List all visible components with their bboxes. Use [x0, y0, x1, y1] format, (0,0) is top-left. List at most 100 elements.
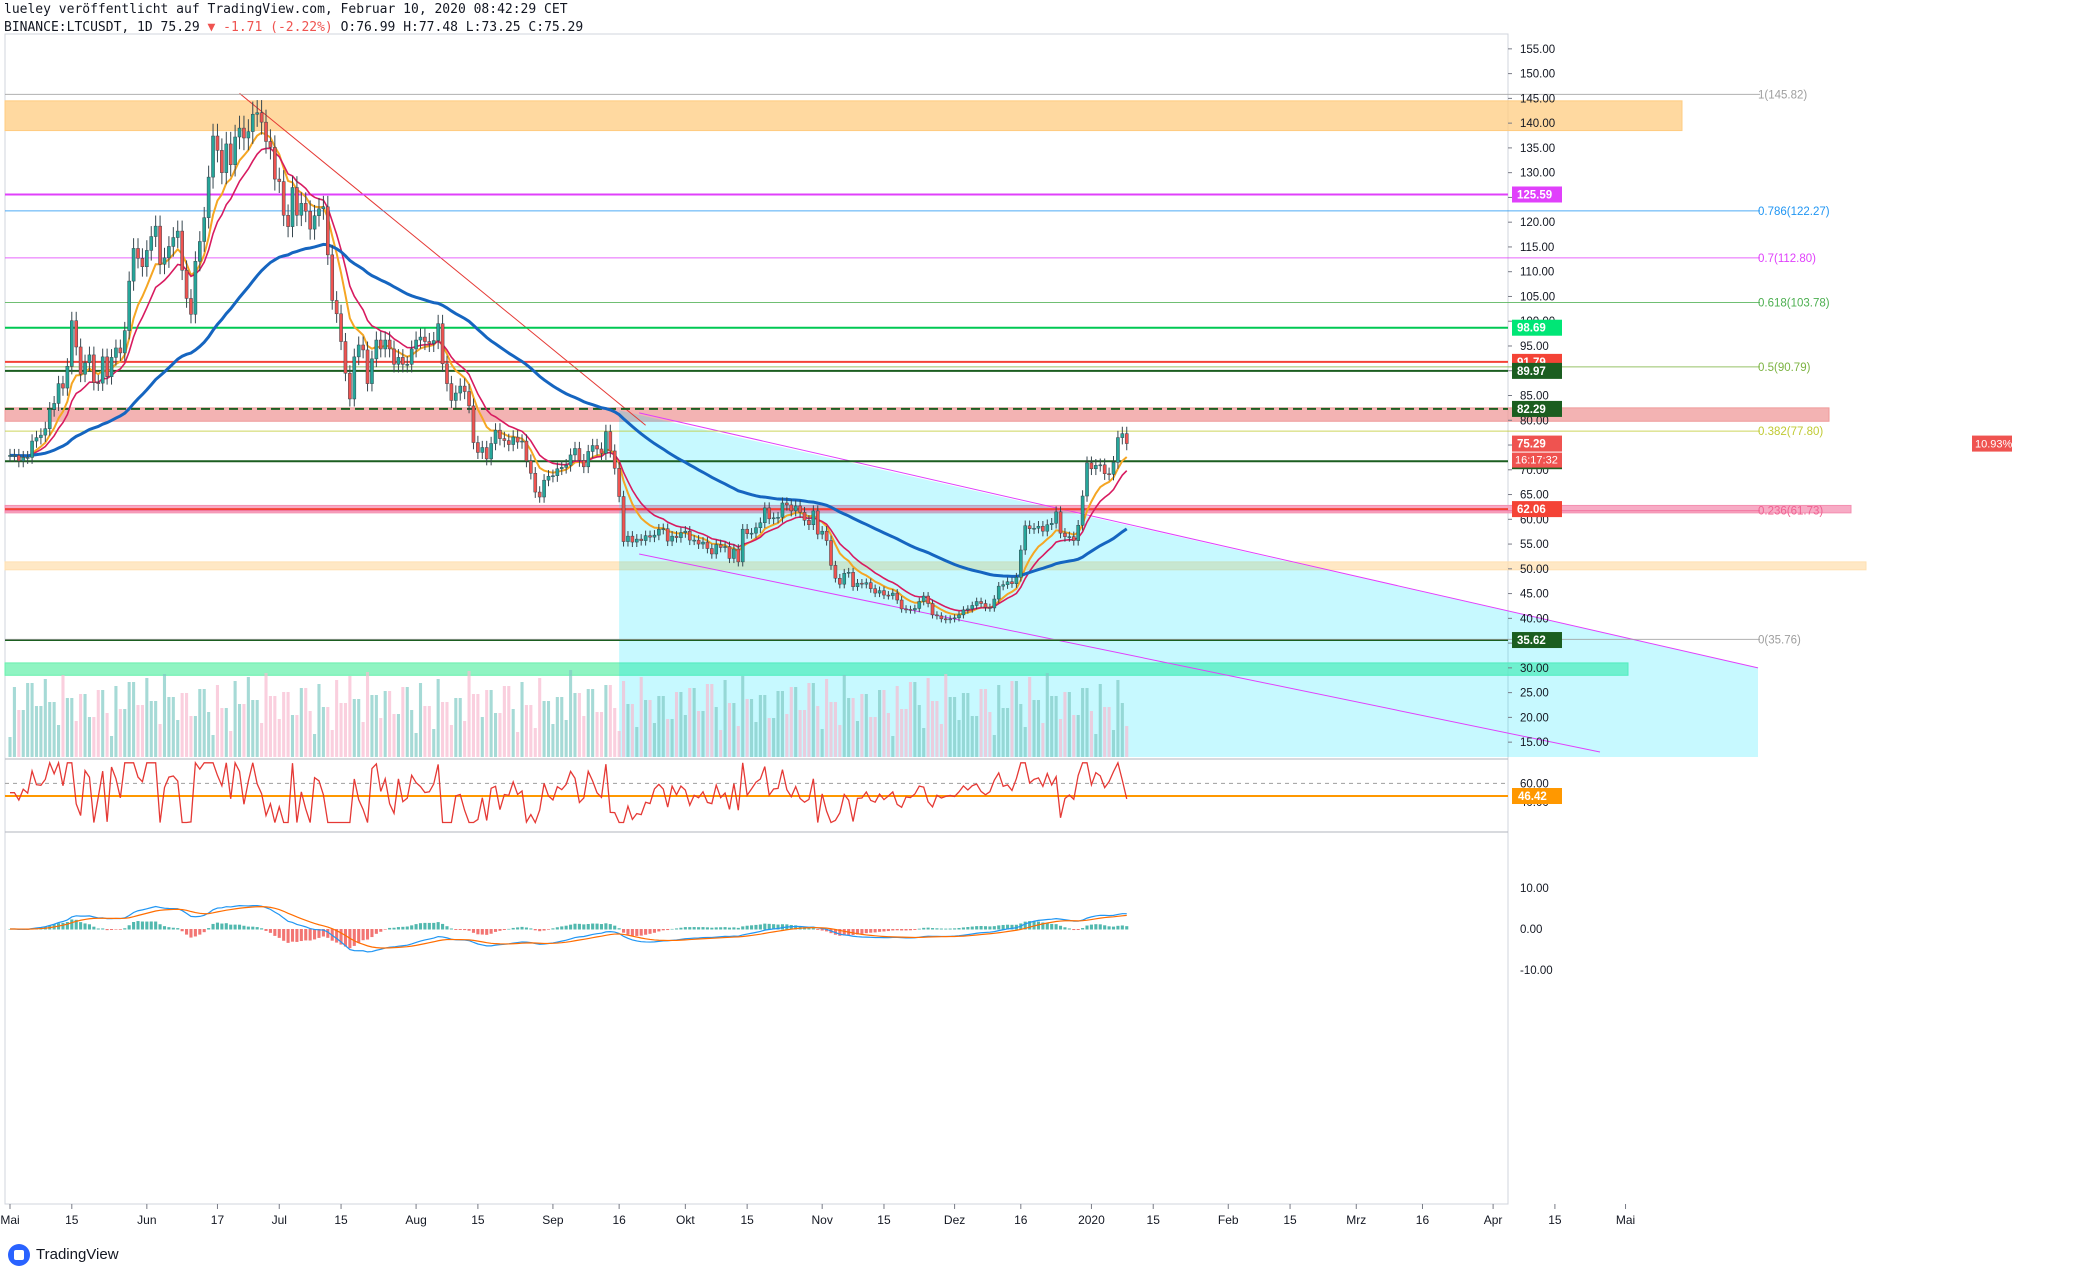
fib-label: 0.5(90.79)	[1758, 362, 1811, 374]
price-chart[interactable]: 1(145.82) 0.786(122.27) 0.7(112.80) 0.618(1…	[0, 0, 2086, 1238]
candle-body	[612, 450, 617, 469]
publish-info: lueley veröffentlicht auf TradingView.co…	[4, 2, 568, 17]
volume-bar	[1107, 707, 1111, 757]
volume-bar	[891, 736, 895, 757]
candle-body	[524, 440, 529, 462]
volume-bar	[432, 729, 436, 757]
macd-hist-bar	[445, 926, 449, 930]
time-label: 16	[1014, 1213, 1028, 1227]
macd-hist-bar	[215, 922, 220, 930]
macd-hist-bar	[538, 929, 542, 932]
volume-bar	[326, 707, 330, 757]
macd-hist-bar	[427, 922, 431, 930]
candle-body	[361, 344, 365, 351]
candle-body	[718, 544, 723, 548]
candle-body	[237, 127, 242, 138]
macd-hist-bar	[1010, 924, 1014, 930]
macd-hist-bar	[926, 927, 930, 930]
price-tick-label: 135.00	[1520, 143, 1555, 155]
volume-bar	[599, 712, 604, 757]
volume-bar	[410, 710, 414, 757]
volume-bar	[379, 718, 383, 757]
price-tick-label: 140.00	[1520, 118, 1555, 130]
candle-body	[228, 143, 233, 165]
tradingview-logo-icon[interactable]	[8, 1244, 30, 1266]
volume-bar	[454, 698, 458, 757]
volume-bar	[224, 708, 228, 757]
volume-bar	[57, 725, 61, 757]
candle-body	[277, 178, 282, 182]
candle-body	[158, 225, 162, 265]
macd-hist-bar	[308, 929, 312, 941]
macd-hist-bar	[118, 929, 122, 930]
candle-body	[710, 548, 714, 555]
volume-bar	[860, 694, 864, 757]
macd-hist-bar	[873, 929, 877, 933]
macd-hist-bar	[683, 927, 687, 930]
volume-bar	[158, 724, 162, 757]
macd-hist-bar	[542, 929, 546, 931]
macd-hist-bar	[1081, 928, 1085, 930]
candle-body	[692, 539, 696, 542]
price-tick-label: 130.00	[1520, 168, 1555, 180]
volume-bar	[745, 699, 749, 757]
candle-body	[202, 217, 207, 242]
candle-body	[392, 348, 396, 365]
volume-bar	[591, 689, 595, 757]
candle-body	[652, 534, 657, 538]
macd-hist-bar	[87, 924, 91, 930]
time-label: 17	[211, 1213, 225, 1227]
volume-bar	[622, 681, 626, 757]
time-label: Jun	[137, 1213, 156, 1227]
macd-hist-bar	[498, 929, 502, 931]
candle-body	[180, 230, 184, 271]
macd-hist-bar	[304, 929, 308, 941]
candle-body	[714, 544, 719, 555]
down-arrow-icon: ▼	[207, 20, 216, 35]
macd-hist-bar	[229, 924, 233, 930]
macd-hist-bar	[388, 927, 392, 930]
macd-hist-bar	[1041, 922, 1045, 930]
fib-label: 0.618(103.78)	[1758, 298, 1830, 310]
candle-body	[520, 440, 524, 443]
macd-hist-bar	[109, 929, 114, 930]
macd-hist-bar	[502, 929, 506, 930]
candle-body	[899, 599, 904, 610]
candle-body	[52, 403, 56, 410]
volume-bar	[70, 698, 74, 757]
time-label: Jul	[272, 1213, 287, 1227]
volume-bar	[471, 694, 476, 757]
volume-bar	[732, 703, 736, 757]
price-label-text: 98.69	[1517, 323, 1546, 335]
volume-bar	[229, 731, 233, 757]
time-label: Dez	[944, 1213, 965, 1227]
candle-body	[701, 541, 705, 545]
candle-body	[198, 241, 202, 262]
volume-bar	[1001, 708, 1005, 757]
candle-body	[211, 135, 215, 178]
candles	[8, 100, 1129, 624]
volume-bar	[957, 720, 961, 757]
volume-bar	[966, 693, 970, 757]
volume-bar	[171, 697, 175, 757]
macd-hist-bar	[679, 927, 683, 930]
volume-bar	[661, 696, 665, 757]
macd-hist-bar	[639, 929, 643, 936]
macd-hist-bar	[392, 927, 396, 930]
macd-hist-bar	[401, 926, 405, 930]
candle-body	[1102, 464, 1107, 474]
candle-body	[184, 269, 189, 299]
candle-body	[639, 538, 643, 541]
candle-body	[70, 320, 74, 367]
macd-hist-bar	[1045, 923, 1049, 930]
volume-bar	[370, 695, 374, 757]
candle-body	[427, 341, 432, 344]
macd-hist-bar	[1006, 924, 1010, 930]
candle-body	[864, 582, 869, 585]
candle-body	[436, 323, 440, 341]
macd-hist-bar	[851, 929, 855, 935]
candle-body	[537, 491, 542, 498]
candle-body	[1076, 524, 1080, 541]
macd-hist-bar	[1076, 929, 1080, 931]
macd-hist-bar	[701, 927, 705, 930]
